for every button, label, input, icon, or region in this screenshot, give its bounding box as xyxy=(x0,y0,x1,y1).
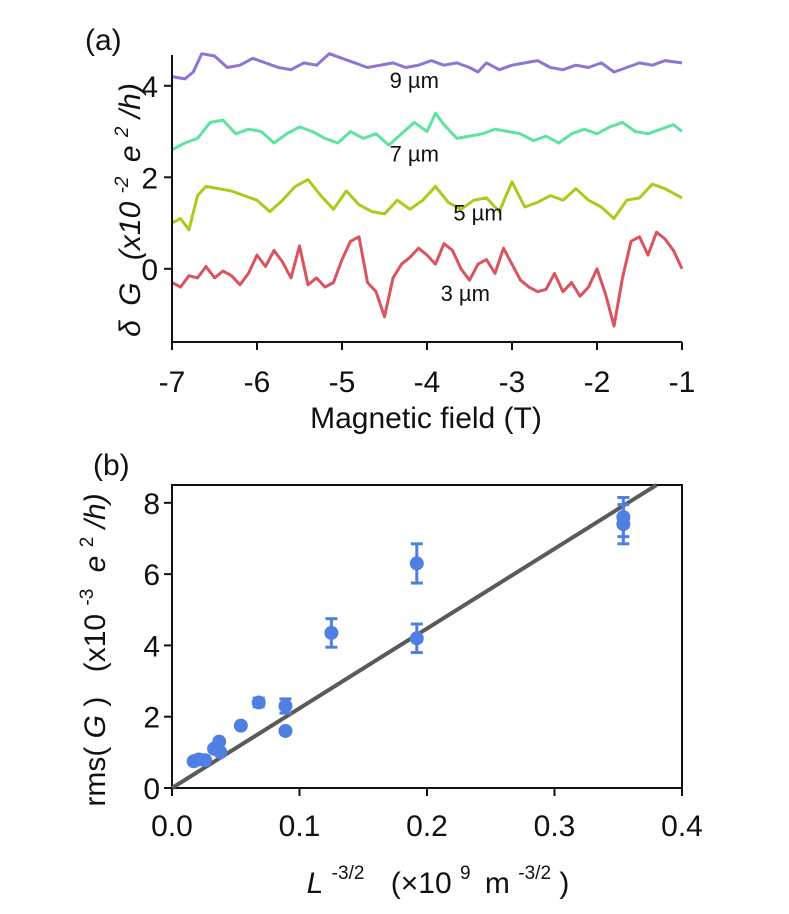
series-3um-label: 3 µm xyxy=(441,281,490,306)
panel-b-xtick-label: 0.4 xyxy=(661,810,703,843)
panel-a-ytick-label: 2 xyxy=(141,162,158,195)
panel-a-ytick-label: 4 xyxy=(141,71,158,104)
panel-b-xlabel-scale-exp: 9 xyxy=(460,863,471,884)
panel-b-points xyxy=(186,495,631,769)
panel-a-xtick-label: -5 xyxy=(329,366,356,399)
panel-b-xlabel-m-exp: -3/2 xyxy=(518,863,551,884)
panel-b-xtick-label: 0.3 xyxy=(534,810,576,843)
panel-b-xlabel: L -3/2 (×10 9 m -3/2 ) xyxy=(307,853,570,900)
panel-b-xlabel-l-exp: -3/2 xyxy=(332,863,365,884)
panel-b-ylabel-exp: -3 xyxy=(77,589,98,606)
panel-a-axes: -7 -6 -5 -4 -3 -2 -1 0 2 4 xyxy=(141,55,695,399)
panel-b-ytick-label: 0 xyxy=(143,773,160,806)
panel-b-ylabel-close: ) xyxy=(79,697,112,707)
data-point xyxy=(251,695,266,710)
data-point xyxy=(213,745,228,760)
panel-a-label: (a) xyxy=(85,24,122,57)
panel-a-ylabel-delta: δ xyxy=(114,320,147,337)
panel-a-ylabel-unit: /h) xyxy=(114,83,147,120)
panel-b-xlabel-l: L xyxy=(307,867,324,900)
panel-b-ylabel-rms: rms( xyxy=(79,747,112,807)
series-5um-line xyxy=(171,178,683,232)
data-point xyxy=(409,631,424,646)
panel-a-ylabel-e: e xyxy=(114,145,147,162)
series-3um-line xyxy=(171,230,684,328)
panel-a-xtick-label: -2 xyxy=(584,366,611,399)
panel-b-ytick-label: 6 xyxy=(143,559,160,592)
data-point xyxy=(233,718,248,733)
series-5um-label: 5 µm xyxy=(453,201,502,226)
panel-a-xtick-label: -6 xyxy=(244,366,271,399)
panel-a-xtick-label: -7 xyxy=(159,366,186,399)
data-point xyxy=(212,734,227,749)
panel-a-xtick-label: -4 xyxy=(414,366,441,399)
panel-b-ylabel-e: e xyxy=(79,556,112,573)
panel-b-xlabel-close: ) xyxy=(559,867,569,900)
panel-b-ytick-label: 8 xyxy=(143,488,160,521)
series-7um-label: 7 µm xyxy=(390,141,439,166)
panel-b-ylabel: rms( G ) (x10 -3 e 2 /h) xyxy=(67,493,112,806)
panel-a-ylabel-scale: (x10 xyxy=(114,201,147,260)
data-point xyxy=(324,625,339,640)
data-point xyxy=(198,753,213,768)
panel-a-ytick-label: 0 xyxy=(141,254,158,287)
panel-a-ylabel: δ G (x10 -2 e 2 /h) xyxy=(102,83,147,337)
data-point xyxy=(278,699,293,714)
panel-b-ylabel-e-exp: 2 xyxy=(77,537,98,548)
panel-a-ylabel-exp: -2 xyxy=(112,176,133,193)
panel-b-axes: 0.0 0.1 0.2 0.3 0.4 0 2 4 6 8 xyxy=(143,484,703,843)
panel-b-ytick-label: 4 xyxy=(143,630,160,663)
panel-b-frame xyxy=(171,484,683,789)
panel-b: (b) 0.0 0.1 0.2 0.3 0.4 0 2 4 6 8 L -3/2 (×10 9 m… xyxy=(67,449,703,900)
panel-a-xlabel: Magnetic field (T) xyxy=(310,402,542,435)
panel-b-xlabel-m: m xyxy=(485,867,510,900)
panel-b-ylabel-scale: (x10 xyxy=(79,614,112,672)
panel-b-label: (b) xyxy=(93,449,130,482)
panel-b-xtick-label: 0.0 xyxy=(151,810,193,843)
series-7um-line xyxy=(171,111,683,152)
panel-b-xtick-label: 0.2 xyxy=(406,810,448,843)
panel-a-ylabel-g: G xyxy=(114,282,147,305)
data-point xyxy=(616,517,631,532)
panel-b-xtick-label: 0.1 xyxy=(279,810,321,843)
panel-b-ylabel-unit: /h) xyxy=(79,493,112,530)
panel-a-traces xyxy=(171,52,684,328)
panel-a-xtick-label: -3 xyxy=(499,366,526,399)
panel-a: (a) 9 µm 7 µm 5 µm 3 µm -7 -6 -5 -4 -3 -2 -1 0 2 4 M… xyxy=(85,24,695,435)
series-9um-label: 9 µm xyxy=(390,68,439,93)
panel-a-series-labels: 9 µm 7 µm 5 µm 3 µm xyxy=(390,68,503,306)
panel-b-xlabel-scale: (×10 xyxy=(391,867,452,900)
data-point xyxy=(278,723,293,738)
data-point xyxy=(409,556,424,571)
series-9um-line xyxy=(171,52,683,81)
panel-b-ytick-label: 2 xyxy=(143,702,160,735)
panel-a-xtick-label: -1 xyxy=(669,366,696,399)
panel-a-ylabel-e-exp: 2 xyxy=(112,126,133,138)
panel-b-ylabel-g: G xyxy=(79,715,112,738)
